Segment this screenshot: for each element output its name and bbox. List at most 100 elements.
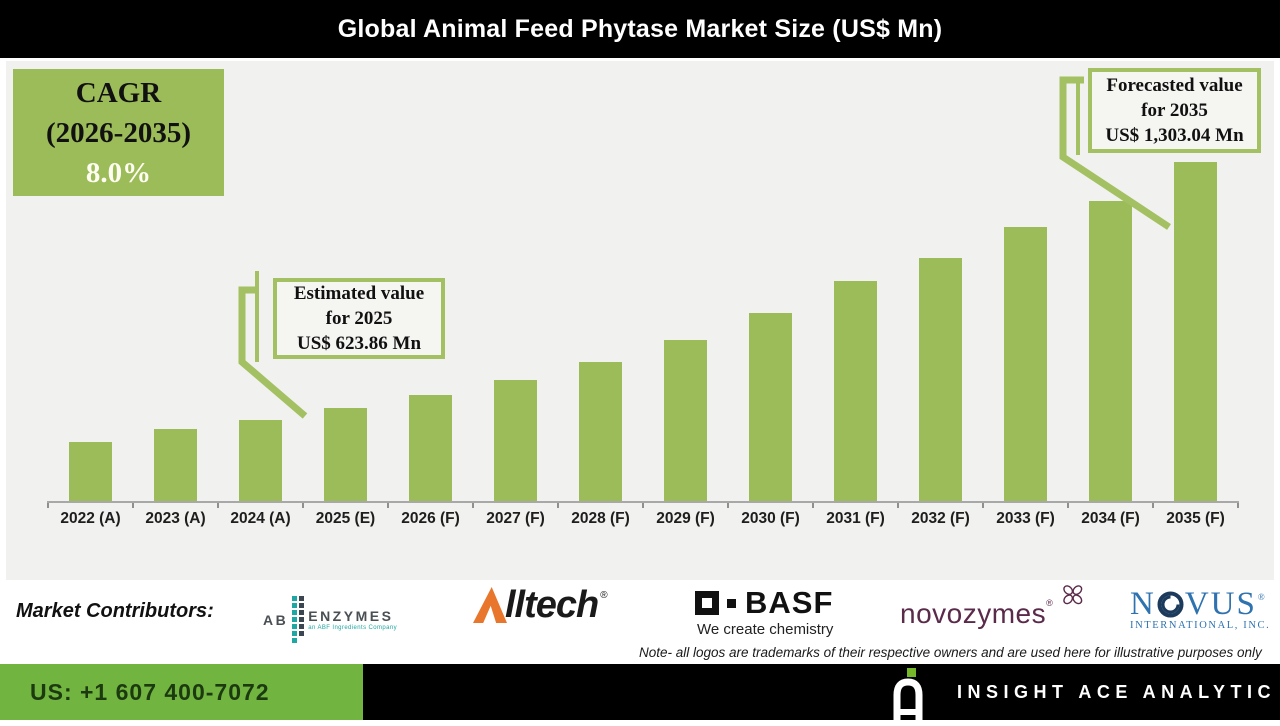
axis-tick bbox=[47, 503, 49, 508]
x-tick-label: 2026 (F) bbox=[401, 510, 460, 527]
bar-2033-f- bbox=[1004, 227, 1047, 501]
x-tick-label: 2024 (A) bbox=[230, 510, 291, 527]
bar-slot bbox=[303, 408, 388, 501]
bar-slot bbox=[728, 313, 813, 501]
axis-tick bbox=[132, 503, 134, 508]
forecast-callout-line1: Forecasted value bbox=[1106, 75, 1243, 96]
bar-2035-f- bbox=[1174, 162, 1217, 501]
x-axis-line bbox=[47, 501, 1239, 503]
cagr-period: (2026-2035) bbox=[46, 116, 191, 149]
bar-slot bbox=[48, 442, 133, 501]
ab-enzymes-logo: AB ENZYMES an ABF Ingredients Company bbox=[263, 596, 413, 643]
axis-tick bbox=[727, 503, 729, 508]
bar-2027-f- bbox=[494, 380, 537, 501]
x-tick-label: 2034 (F) bbox=[1081, 510, 1140, 527]
x-tick-label: 2022 (A) bbox=[60, 510, 121, 527]
bar-2026-f- bbox=[409, 395, 452, 501]
novozymes-flower-icon bbox=[1052, 578, 1089, 615]
cagr-box: CAGR (2026-2035) 8.0% bbox=[13, 69, 224, 196]
forecast-callout-line2: for 2035 bbox=[1141, 100, 1208, 121]
x-labels: 2022 (A) 2023 (A) 2024 (A) 2025 (E) 2026 (F)… bbox=[48, 510, 1238, 528]
axis-tick bbox=[642, 503, 644, 508]
novus-text-vus: VUS bbox=[1184, 586, 1257, 622]
axis-tick bbox=[387, 503, 389, 508]
page-title: Global Animal Feed Phytase Market Size (… bbox=[337, 14, 943, 43]
plot-bars bbox=[48, 61, 1238, 501]
axis-tick bbox=[557, 503, 559, 508]
title-bar: Global Animal Feed Phytase Market Size (… bbox=[0, 0, 1280, 58]
axis-tick bbox=[302, 503, 304, 508]
axis-tick bbox=[812, 503, 814, 508]
bar-2024-a- bbox=[239, 420, 282, 501]
bar-slot bbox=[133, 429, 218, 501]
bar-slot bbox=[898, 258, 983, 501]
axis-tick bbox=[1152, 503, 1154, 508]
alltech-text: lltech bbox=[505, 584, 599, 626]
brand-name: INSIGHT ACE ANALYTIC bbox=[957, 681, 1277, 702]
x-tick-label: 2035 (F) bbox=[1166, 510, 1225, 527]
bar-2029-f- bbox=[664, 340, 707, 501]
novus-swirl-o-icon bbox=[1157, 591, 1184, 618]
bar-slot bbox=[558, 362, 643, 501]
alltech-a-icon bbox=[473, 587, 507, 623]
bar-slot bbox=[1153, 162, 1238, 501]
estimated-value-callout: Estimated value for 2025 US$ 623.86 Mn bbox=[273, 278, 445, 359]
bar-slot bbox=[983, 227, 1068, 501]
ab-enzymes-text-ab: AB bbox=[263, 611, 289, 628]
bar-2025-e- bbox=[324, 408, 367, 501]
bar-slot bbox=[643, 340, 728, 501]
chart-panel: CAGR (2026-2035) 8.0% 2022 (A) 2023 (A) 20… bbox=[6, 61, 1274, 580]
x-tick-label: 2033 (F) bbox=[996, 510, 1055, 527]
basf-dot-icon bbox=[727, 598, 736, 608]
novus-logo: N VUS ® INTERNATIONAL, INC. bbox=[1130, 586, 1271, 632]
novozymes-text: novozymes bbox=[900, 598, 1047, 629]
axis-tick bbox=[897, 503, 899, 508]
x-tick-label: 2027 (F) bbox=[486, 510, 545, 527]
forecast-callout-value: US$ 1,303.04 Mn bbox=[1105, 125, 1244, 146]
insight-ace-logo-icon bbox=[893, 668, 923, 726]
estimated-callout-line2: for 2025 bbox=[325, 308, 393, 329]
bar-2023-a- bbox=[154, 429, 197, 501]
basf-tagline: We create chemistry bbox=[697, 621, 834, 638]
axis-tick bbox=[1067, 503, 1069, 508]
estimated-callout-value: US$ 623.86 Mn bbox=[296, 333, 422, 354]
phone-box: US: +1 607 400-7072 bbox=[0, 664, 363, 720]
axis-tick bbox=[982, 503, 984, 508]
x-tick-label: 2025 (E) bbox=[315, 510, 376, 527]
basf-square-icon bbox=[695, 591, 719, 615]
footer-bar: US: +1 607 400-7072 INSIGHT ACE ANALYTIC bbox=[0, 664, 1280, 726]
forecast-value-callout: Forecasted value for 2035 US$ 1,303.04 M… bbox=[1088, 68, 1261, 153]
axis-tick bbox=[1237, 503, 1239, 508]
axis-tick bbox=[217, 503, 219, 508]
bar-2031-f- bbox=[834, 281, 877, 501]
bar-2030-f- bbox=[749, 313, 792, 501]
estimated-callout-line1: Estimated value bbox=[293, 283, 425, 304]
bar-slot bbox=[218, 420, 303, 501]
cagr-value: 8.0% bbox=[85, 156, 152, 189]
bar-slot bbox=[473, 380, 558, 501]
bar-2022-a- bbox=[69, 442, 112, 501]
novus-subtext: INTERNATIONAL, INC. bbox=[1130, 620, 1271, 631]
phone-number: US: +1 607 400-7072 bbox=[30, 678, 270, 705]
x-tick-label: 2030 (F) bbox=[741, 510, 800, 527]
alltech-logo: lltech ® bbox=[473, 584, 608, 626]
bar-slot bbox=[1068, 201, 1153, 501]
bar-slot bbox=[388, 395, 473, 501]
bar-slot bbox=[813, 281, 898, 501]
ab-enzymes-text-enzymes: ENZYMES bbox=[308, 608, 394, 624]
market-contributors-label: Market Contributors: bbox=[16, 600, 214, 622]
x-tick-label: 2023 (A) bbox=[145, 510, 206, 527]
basf-text: BASF bbox=[745, 585, 834, 620]
bar-2032-f- bbox=[919, 258, 962, 501]
trademark-note: Note- all logos are trademarks of their … bbox=[639, 645, 1262, 660]
x-tick-label: 2028 (F) bbox=[571, 510, 630, 527]
cagr-title: CAGR bbox=[75, 76, 162, 109]
bar-2028-f- bbox=[579, 362, 622, 501]
alltech-registered-mark: ® bbox=[600, 590, 608, 601]
basf-logo: BASF We create chemistry bbox=[695, 585, 834, 638]
market-contributors-band: Market Contributors: AB ENZYMES an ABF I… bbox=[0, 580, 1280, 664]
ab-enzymes-subtext: an ABF Ingredients Company bbox=[308, 625, 398, 631]
bar-2034-f- bbox=[1089, 201, 1132, 501]
novus-registered-mark: ® bbox=[1257, 592, 1267, 602]
axis-tick bbox=[472, 503, 474, 508]
